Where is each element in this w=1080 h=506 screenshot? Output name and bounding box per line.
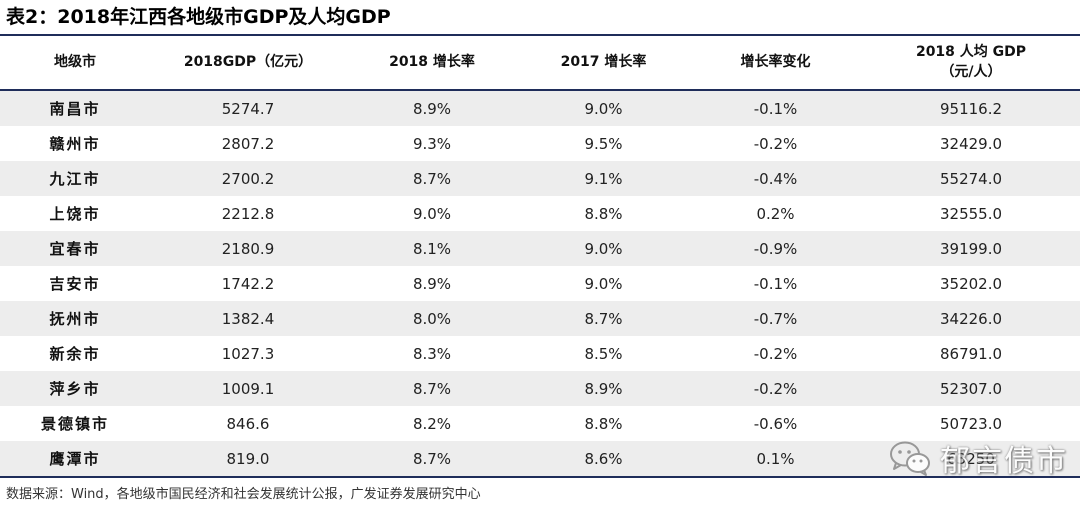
cell-growth-change: -0.7%	[689, 301, 862, 336]
cell-gdp-per-capita: 39199.0	[862, 231, 1080, 266]
cell-growth-2017: 9.0%	[518, 90, 689, 126]
header-growth-2017: 2017 增长率	[518, 34, 689, 91]
cell-growth-2017: 9.0%	[518, 231, 689, 266]
table-row: 萍乡市 1009.1 8.7% 8.9% -0.2% 52307.0	[0, 371, 1080, 406]
table-row: 九江市 2700.2 8.7% 9.1% -0.4% 55274.0	[0, 161, 1080, 196]
table-row: 抚州市 1382.4 8.0% 8.7% -0.7% 34226.0	[0, 301, 1080, 336]
cell-gdp: 2700.2	[150, 161, 346, 196]
cell-growth-2017: 8.8%	[518, 406, 689, 441]
cell-growth-2018: 8.0%	[346, 301, 518, 336]
table-row: 鹰潭市 819.0 8.7% 8.6% 0.1% 63250	[0, 441, 1080, 478]
table-row: 景德镇市 846.6 8.2% 8.8% -0.6% 50723.0	[0, 406, 1080, 441]
watermark: 郁言债市	[888, 436, 1068, 480]
cell-city: 赣州市	[0, 126, 150, 161]
cell-growth-2017: 9.0%	[518, 266, 689, 301]
cell-growth-change: 0.2%	[689, 196, 862, 231]
header-city: 地级市	[0, 34, 150, 91]
cell-growth-2018: 8.7%	[346, 371, 518, 406]
cell-growth-change: -0.4%	[689, 161, 862, 196]
table-row: 宜春市 2180.9 8.1% 9.0% -0.9% 39199.0	[0, 231, 1080, 266]
cell-growth-2018: 9.0%	[346, 196, 518, 231]
cell-gdp-per-capita: 50723.0	[862, 406, 1080, 441]
table-row: 上饶市 2212.8 9.0% 8.8% 0.2% 32555.0	[0, 196, 1080, 231]
cell-gdp: 819.0	[150, 441, 346, 478]
header-row: 地级市 2018GDP（亿元） 2018 增长率 2017 增长率 增长率变化 …	[0, 34, 1080, 91]
table-row: 新余市 1027.3 8.3% 8.5% -0.2% 86791.0	[0, 336, 1080, 371]
cell-city: 宜春市	[0, 231, 150, 266]
table-title: 表2：2018年江西各地级市GDP及人均GDP	[6, 6, 391, 28]
cell-growth-2018: 9.3%	[346, 126, 518, 161]
cell-growth-2017: 8.7%	[518, 301, 689, 336]
cell-city: 鹰潭市	[0, 441, 150, 478]
cell-growth-2018: 8.3%	[346, 336, 518, 371]
cell-city: 九江市	[0, 161, 150, 196]
header-growth-2018: 2018 增长率	[346, 34, 518, 91]
table-row: 赣州市 2807.2 9.3% 9.5% -0.2% 32429.0	[0, 126, 1080, 161]
cell-growth-2018: 8.2%	[346, 406, 518, 441]
cell-growth-change: 0.1%	[689, 441, 862, 478]
cell-gdp: 1027.3	[150, 336, 346, 371]
cell-growth-2017: 8.5%	[518, 336, 689, 371]
cell-gdp: 1009.1	[150, 371, 346, 406]
cell-growth-2017: 8.6%	[518, 441, 689, 478]
cell-gdp: 2212.8	[150, 196, 346, 231]
cell-gdp-per-capita: 55274.0	[862, 161, 1080, 196]
header-gdp-per-capita: 2018 人均 GDP （元/人）	[862, 34, 1080, 91]
table-row: 南昌市 5274.7 8.9% 9.0% -0.1% 95116.2	[0, 90, 1080, 126]
cell-city: 萍乡市	[0, 371, 150, 406]
cell-growth-change: -0.2%	[689, 126, 862, 161]
wechat-icon	[888, 439, 932, 477]
cell-gdp: 2180.9	[150, 231, 346, 266]
cell-growth-change: -0.6%	[689, 406, 862, 441]
cell-gdp-per-capita: 63250	[862, 441, 1080, 478]
source-note: 数据来源：Wind，各地级市国民经济和社会发展统计公报，广发证券发展研究中心	[6, 487, 481, 502]
header-growth-change: 增长率变化	[689, 34, 862, 91]
cell-gdp-per-capita: 52307.0	[862, 371, 1080, 406]
header-gdp-per-capita-line1: 2018 人均 GDP	[915, 43, 1027, 60]
table-row: 吉安市 1742.2 8.9% 9.0% -0.1% 35202.0	[0, 266, 1080, 301]
cell-gdp-per-capita: 35202.0	[862, 266, 1080, 301]
header-gdp-2018: 2018GDP（亿元）	[150, 34, 346, 91]
cell-gdp: 2807.2	[150, 126, 346, 161]
gdp-table: 地级市 2018GDP（亿元） 2018 增长率 2017 增长率 增长率变化 …	[0, 34, 1080, 478]
cell-gdp-per-capita: 95116.2	[862, 90, 1080, 126]
cell-gdp-per-capita: 34226.0	[862, 301, 1080, 336]
cell-city: 南昌市	[0, 90, 150, 126]
cell-city: 上饶市	[0, 196, 150, 231]
cell-growth-2017: 8.8%	[518, 196, 689, 231]
header-gdp-per-capita-line2: （元/人）	[940, 63, 1002, 80]
cell-growth-change: -0.1%	[689, 90, 862, 126]
cell-gdp-per-capita: 86791.0	[862, 336, 1080, 371]
cell-growth-2018: 8.9%	[346, 266, 518, 301]
cell-city: 景德镇市	[0, 406, 150, 441]
cell-growth-change: -0.2%	[689, 371, 862, 406]
cell-city: 吉安市	[0, 266, 150, 301]
cell-gdp-per-capita: 32429.0	[862, 126, 1080, 161]
cell-gdp: 846.6	[150, 406, 346, 441]
cell-city: 新余市	[0, 336, 150, 371]
cell-growth-change: -0.9%	[689, 231, 862, 266]
cell-growth-2018: 8.9%	[346, 90, 518, 126]
cell-growth-2017: 9.1%	[518, 161, 689, 196]
cell-growth-2018: 8.7%	[346, 161, 518, 196]
cell-gdp: 1742.2	[150, 266, 346, 301]
cell-growth-change: -0.2%	[689, 336, 862, 371]
watermark-text: 郁言债市	[940, 444, 1068, 479]
cell-growth-2018: 8.7%	[346, 441, 518, 478]
cell-gdp: 1382.4	[150, 301, 346, 336]
cell-growth-2017: 8.9%	[518, 371, 689, 406]
cell-growth-change: -0.1%	[689, 266, 862, 301]
cell-growth-2017: 9.5%	[518, 126, 689, 161]
cell-gdp: 5274.7	[150, 90, 346, 126]
cell-growth-2018: 8.1%	[346, 231, 518, 266]
cell-gdp-per-capita: 32555.0	[862, 196, 1080, 231]
cell-city: 抚州市	[0, 301, 150, 336]
